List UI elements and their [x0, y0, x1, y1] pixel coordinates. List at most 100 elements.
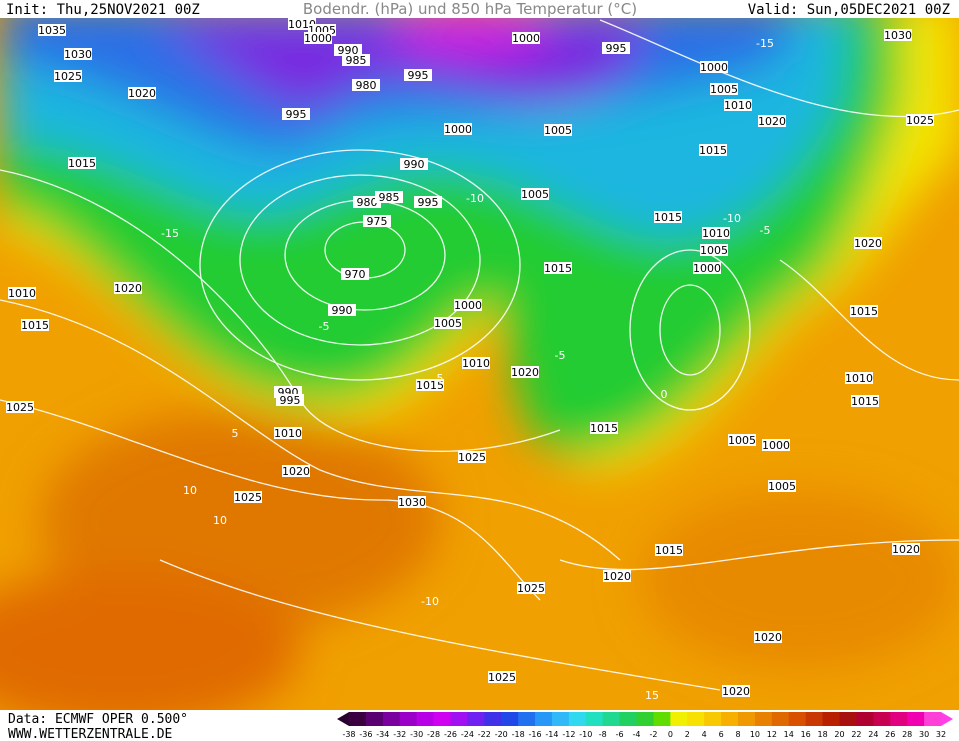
- isobar-label-box: [603, 570, 631, 582]
- isobar-label-box: [458, 451, 486, 463]
- colorbar-swatch: [416, 712, 435, 726]
- isobar-label-box: [304, 32, 332, 44]
- colorbar-swatch: [873, 712, 891, 726]
- colorbar-label: 2: [685, 730, 690, 739]
- colorbar-label: -30: [410, 730, 423, 739]
- colorbar-swatch: [399, 712, 418, 726]
- isobar-label: 1005: [768, 480, 796, 493]
- isobar-label: 1025: [517, 582, 545, 595]
- isobar-label: 1020: [892, 543, 920, 556]
- isobar-label-box: [892, 543, 920, 555]
- colorbar-swatch: [721, 712, 739, 726]
- website: WWW.WETTERZENTRALE.DE: [8, 727, 172, 741]
- isobar-label: 1010: [702, 227, 730, 240]
- isobar-label-box: [590, 422, 618, 434]
- colorbar-label: -36: [359, 730, 372, 739]
- isobar-label: 1000: [454, 299, 482, 312]
- isobar-label-box: [851, 395, 879, 407]
- colorbar-label: 18: [818, 730, 828, 739]
- isobar-label-box: [342, 54, 370, 66]
- isobar-label: 1005: [544, 124, 572, 137]
- isobar-label-box: [544, 262, 572, 274]
- isobar-label-box: [700, 61, 728, 73]
- colorbar-swatch: [585, 712, 604, 726]
- isobar-label: 1000: [700, 61, 728, 74]
- colorbar-label: -4: [633, 730, 641, 739]
- isobar-label-box: [334, 44, 362, 56]
- isobar-label-box: [444, 123, 472, 135]
- colorbar-swatch: [382, 712, 401, 726]
- isobar-label-box: [693, 262, 721, 274]
- colorbar-label: -2: [649, 730, 657, 739]
- isobar-label-box: [282, 465, 310, 477]
- isobar-label: 1020: [128, 87, 156, 100]
- isobar-label-box: [363, 215, 391, 227]
- isobar-label: 1030: [64, 48, 92, 61]
- isobar-label-box: [282, 108, 310, 120]
- colorbar-label: -18: [512, 730, 525, 739]
- temperature-label: -10: [466, 192, 484, 205]
- isobar-label-box: [114, 282, 142, 294]
- temperature-label: 10: [183, 484, 197, 497]
- colorbar-label: -20: [495, 730, 508, 739]
- isobar-label: 985: [346, 54, 367, 67]
- isobar-label: 1000: [512, 32, 540, 45]
- isobar-label-box: [655, 544, 683, 556]
- isobar-label-box: [521, 188, 549, 200]
- isobar-label-box: [722, 685, 750, 697]
- colorbar-label: -22: [478, 730, 491, 739]
- isobar-label: 1010: [724, 99, 752, 112]
- init-time: Init: Thu,25NOV2021 00Z: [6, 2, 200, 18]
- isobar-label: 1025: [488, 671, 516, 684]
- isobar-label-box: [38, 24, 66, 36]
- colorbar-label: 12: [767, 730, 777, 739]
- isobar-label: 990: [338, 44, 359, 57]
- isobar-label-box: [6, 401, 34, 413]
- isobar-label: 975: [367, 215, 388, 228]
- isobar-label: 1020: [114, 282, 142, 295]
- colorbar-label: -32: [393, 730, 406, 739]
- isobar-label: 1025: [906, 114, 934, 127]
- colorbar-label: -28: [427, 730, 440, 739]
- isobar-label-box: [68, 157, 96, 169]
- isobar-label: 1030: [398, 496, 426, 509]
- isobar-label-box: [328, 304, 356, 316]
- colorbar-label: -6: [616, 730, 624, 739]
- colorbar-swatch: [501, 712, 519, 726]
- colorbar-label: 22: [851, 730, 861, 739]
- colorbar-label: -24: [461, 730, 474, 739]
- colorbar-swatch: [924, 712, 942, 726]
- isobar-label: 980: [356, 79, 377, 92]
- isobar-label-box: [434, 317, 462, 329]
- isobar-label-box: [375, 191, 403, 203]
- colorbar: -38 -36 -34 -32 -30 -28 -26 -24 -22 -20 -18 -16 -14-…: [337, 712, 953, 739]
- valid-time: Valid: Sun,05DEC2021 00Z: [748, 2, 950, 18]
- isobar-label: 1015: [68, 157, 96, 170]
- isobar-label: 1025: [6, 401, 34, 414]
- isobar-label-box: [768, 480, 796, 492]
- colorbar-swatch: [551, 712, 570, 726]
- colorbar-swatch: [349, 712, 367, 726]
- isobar-label-box: [702, 227, 730, 239]
- colorbar-label: -8: [599, 730, 607, 739]
- isobar-label-box: [511, 366, 539, 378]
- isobar-label: 1020: [603, 570, 631, 583]
- isobar-label: 1025: [234, 491, 262, 504]
- temperature-label: 15: [645, 689, 659, 702]
- isobar-label: 1005: [434, 317, 462, 330]
- colorbar-swatch: [771, 712, 790, 726]
- data-source: Data: ECMWF OPER 0.500°: [8, 712, 188, 727]
- isobar-label-box: [276, 394, 304, 406]
- isobar-label: 1000: [762, 439, 790, 452]
- colorbar-swatch: [518, 712, 536, 726]
- isobar-label: 1015: [850, 305, 878, 318]
- colorbar-label: 26: [885, 730, 895, 739]
- isobar-label-box: [416, 379, 444, 391]
- isobar-label: 990: [404, 158, 425, 171]
- isobar-label-box: [762, 439, 790, 451]
- colorbar-swatch: [822, 712, 841, 726]
- isobar-label-box: [758, 115, 786, 127]
- isobar-label: 1015: [655, 544, 683, 557]
- isobar-label: 1015: [590, 422, 618, 435]
